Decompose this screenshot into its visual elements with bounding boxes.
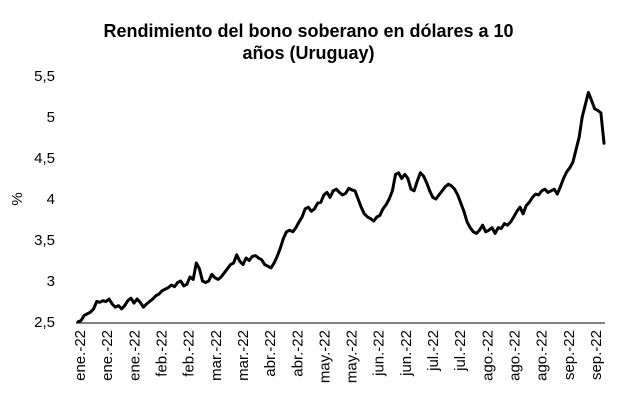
x-tick-label: ago.-22 (507, 330, 524, 381)
x-tick-label: jun.-22 (398, 330, 415, 377)
y-tick-label: 4,5 (34, 150, 55, 167)
x-tick-label: sep.-22 (588, 330, 605, 380)
x-tick-label: ago.-22 (534, 330, 551, 381)
x-tick-label: mar.-22 (208, 330, 225, 381)
x-tick-label: feb.-22 (153, 330, 170, 377)
y-tick-label: 5,5 (34, 68, 55, 85)
x-tick-label: feb.-22 (181, 330, 198, 377)
x-tick-label: ene.-22 (99, 330, 116, 381)
series-line (76, 90, 606, 324)
y-tick-label: 3 (47, 273, 55, 290)
y-axis-tick-labels: 2,5 3 3,5 4 4,5 5 5,5 (34, 68, 55, 331)
x-tick-label: may.-22 (344, 330, 361, 383)
x-axis-tick-labels: ene.-22 ene.-22 ene.-22 feb.-22 feb.-22 mar.-… (72, 330, 605, 383)
y-tick-label: 2,5 (34, 314, 55, 331)
x-tick-label: ene.-22 (126, 330, 143, 381)
x-tick-label: sep.-22 (561, 330, 578, 380)
y-axis-title: % (9, 192, 26, 205)
x-tick-label: abr.-22 (289, 330, 306, 377)
x-tick-label: jul.-22 (452, 330, 469, 372)
x-tick-label: ene.-22 (72, 330, 89, 381)
y-tick-label: 5 (47, 109, 55, 126)
chart-title-line-2: años (Uruguay) (242, 43, 375, 63)
x-tick-label: jun.-22 (371, 330, 388, 377)
y-tick-label: 4 (47, 191, 55, 208)
x-tick-label: mar.-22 (235, 330, 252, 381)
x-tick-label: jul.-22 (425, 330, 442, 372)
y-tick-label: 3,5 (34, 232, 55, 249)
x-tick-label: abr.-22 (262, 330, 279, 377)
x-tick-label: ago.-22 (479, 330, 496, 381)
chart-title: Rendimiento del bono soberano en dólares… (0, 20, 617, 64)
chart-title-line-1: Rendimiento del bono soberano en dólares… (103, 21, 514, 41)
x-tick-label: may.-22 (316, 330, 333, 383)
